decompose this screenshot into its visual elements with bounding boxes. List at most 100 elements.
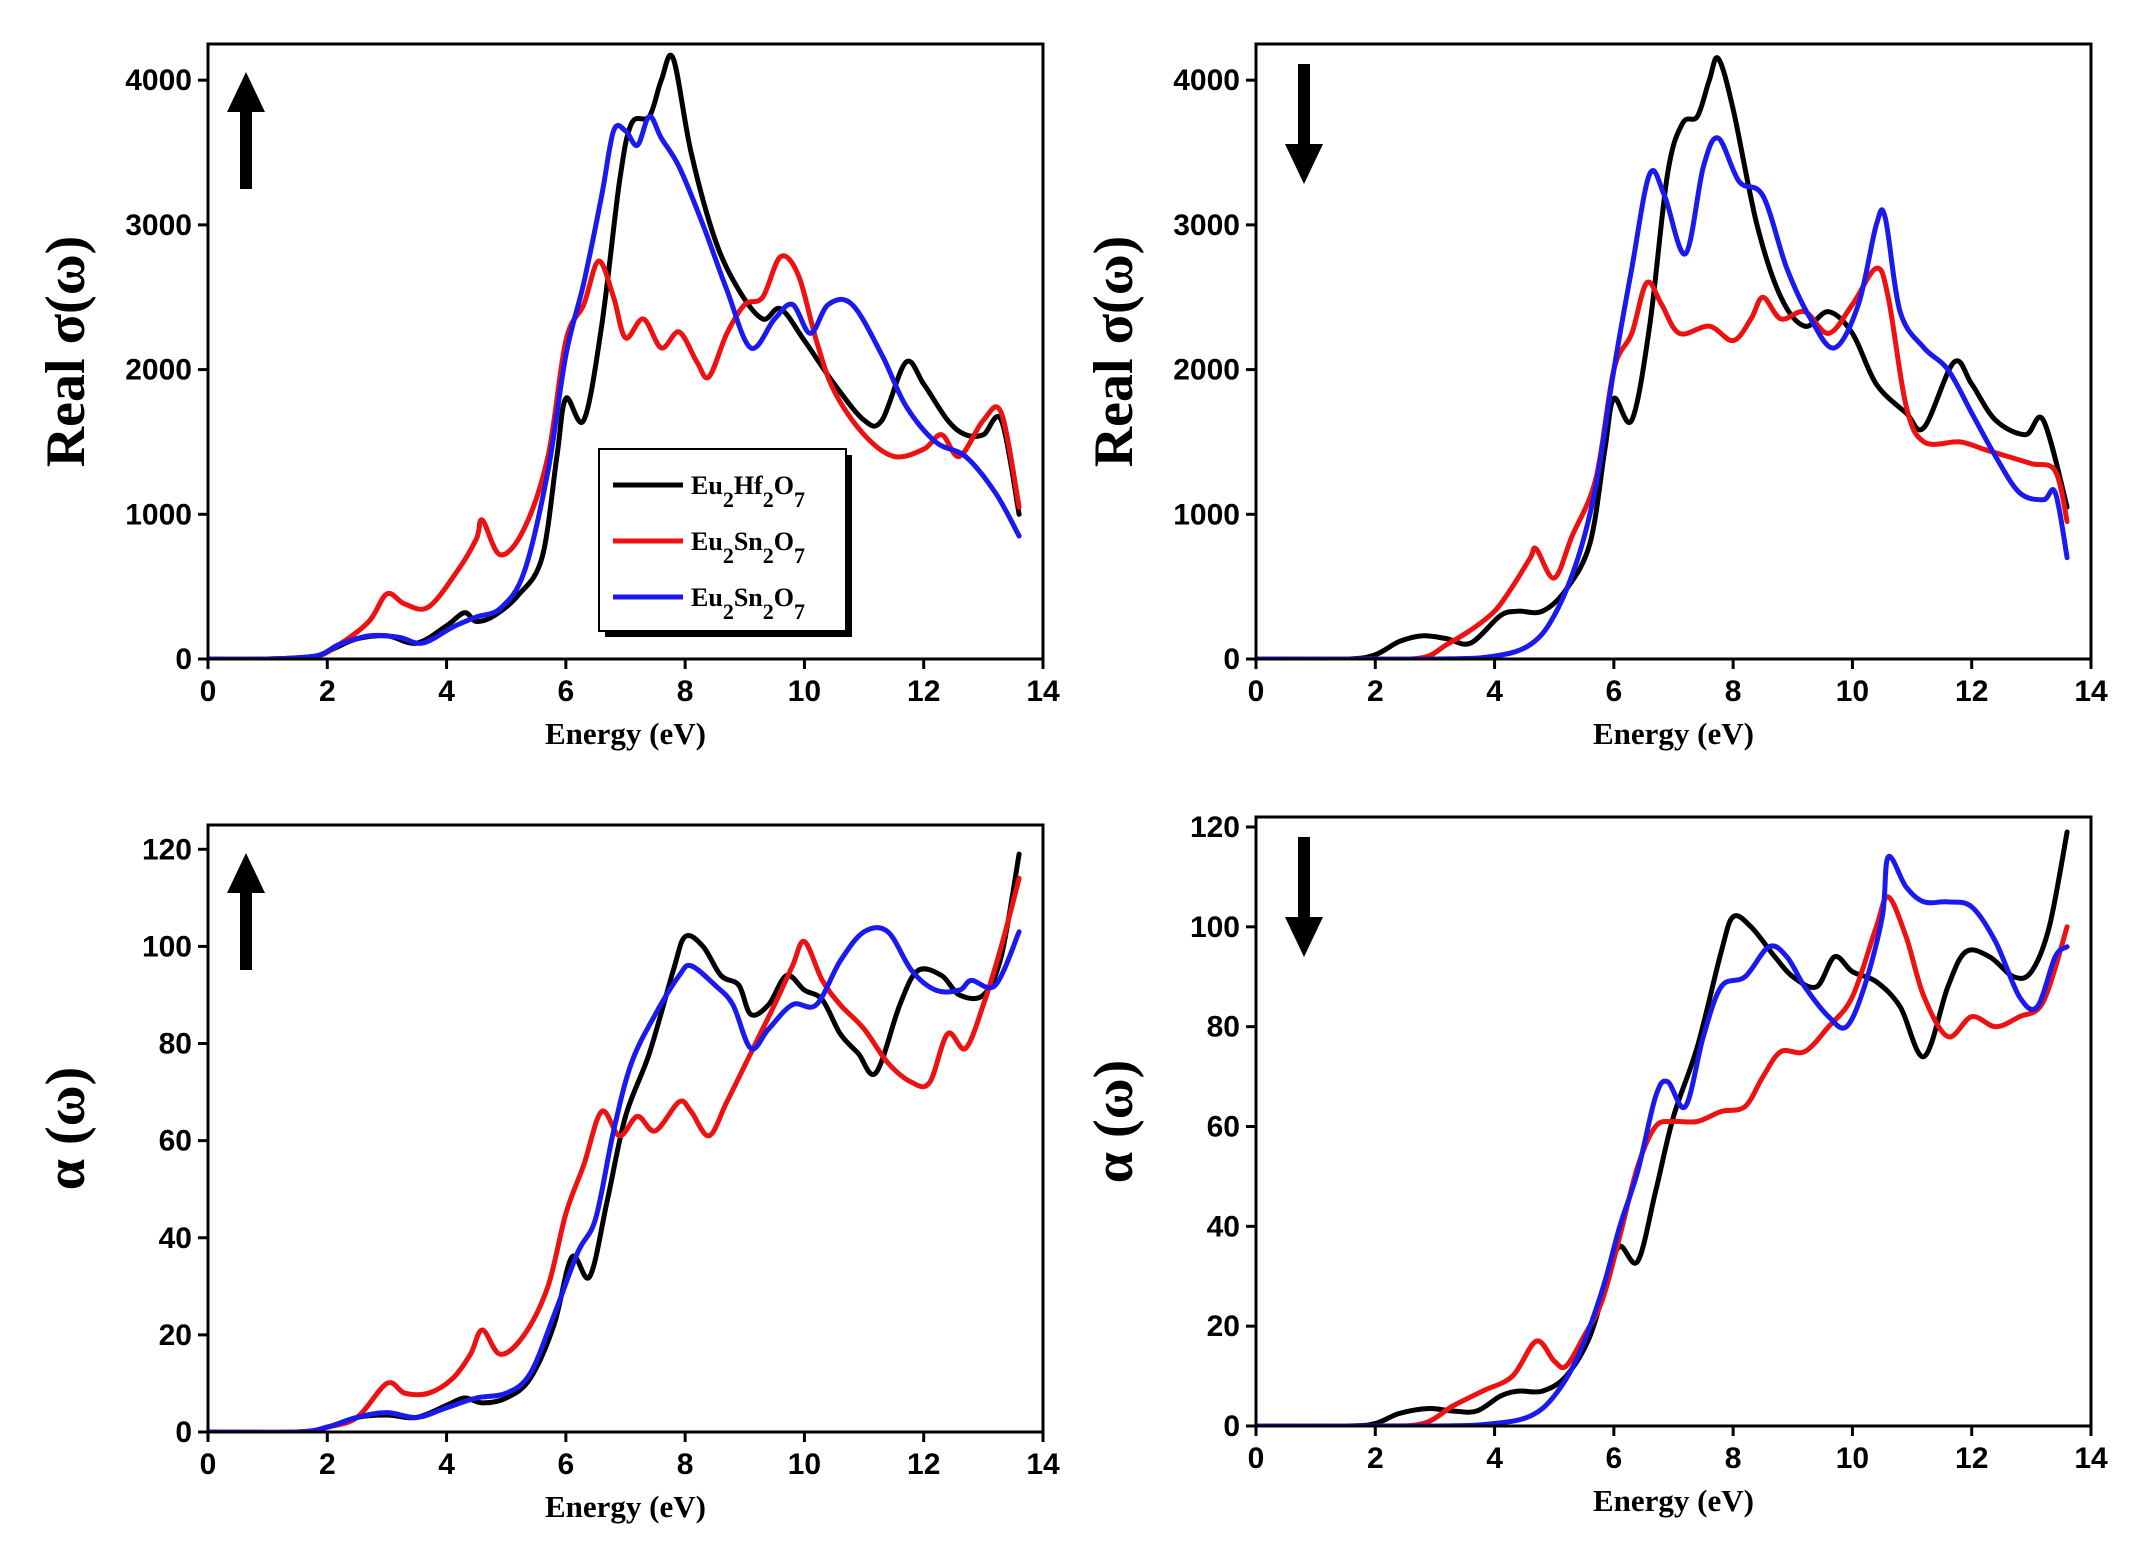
plot-frame — [206, 42, 1045, 661]
x-tick-label: 14 — [1026, 1448, 1060, 1481]
x-tick-label: 0 — [200, 675, 217, 708]
x-tick-label: 14 — [1026, 675, 1060, 708]
x-tick-label: 12 — [907, 675, 940, 708]
x-tick-label: 8 — [1725, 1442, 1742, 1475]
x-tick-label: 12 — [1955, 675, 1988, 708]
y-tick-label: 4000 — [125, 64, 192, 97]
y-tick-label: 3000 — [1173, 209, 1240, 242]
x-tick-label: 12 — [907, 1448, 940, 1481]
x-tick-label: 10 — [788, 675, 821, 708]
y-tick-label: 80 — [159, 1028, 192, 1061]
y-tick-label: 80 — [1207, 1011, 1240, 1044]
y-axis-label: Real σ(ω) — [35, 236, 97, 468]
y-tick-label: 0 — [1223, 643, 1240, 676]
spin-down-arrow-icon — [1285, 837, 1323, 957]
series-group — [1256, 829, 2070, 1426]
series-line-0 — [1256, 55, 2070, 659]
series-group — [1256, 55, 2070, 659]
legend-entry-label: Eu2Hf2O7 — [691, 471, 805, 512]
panel-alpha-spin-up: 0 2 4 6 8 10 12 14 0 20 40 60 80 100 120 Energy (eV) α (… — [0, 773, 1064, 1546]
x-tick-label: 4 — [438, 675, 455, 708]
y-tick-label: 0 — [175, 643, 192, 676]
x-axis-label: Energy (eV) — [1593, 1483, 1754, 1518]
x-tick-label: 8 — [677, 675, 694, 708]
series-group — [208, 52, 1022, 659]
x-tick-label: 4 — [1486, 675, 1503, 708]
chart-alpha-spin-up: 0 2 4 6 8 10 12 14 0 20 40 60 80 100 120 Energy (eV) α (… — [35, 823, 1060, 1524]
x-axis-label: Energy (eV) — [1593, 716, 1754, 751]
spin-down-arrow-icon — [1285, 64, 1323, 184]
y-tick-label: 20 — [159, 1319, 192, 1352]
y-tick-label: 120 — [142, 833, 192, 866]
x-tick-label: 4 — [1486, 1442, 1503, 1475]
series-line-0 — [1256, 829, 2070, 1426]
x-axis-label: Energy (eV) — [545, 716, 706, 751]
y-tick-label: 0 — [175, 1416, 192, 1449]
spin-up-arrow-icon — [227, 853, 265, 970]
y-tick-label: 0 — [1223, 1410, 1240, 1443]
y-tick-label: 40 — [1207, 1210, 1240, 1243]
series-group — [208, 851, 1022, 1432]
y-tick-label: 20 — [1207, 1310, 1240, 1343]
panel-real-sigma-spin-down: 0 2 4 6 8 10 12 14 0 1000 2000 3000 4000 Energy (eV) R… — [1064, 0, 2129, 773]
plot-frame — [1254, 815, 2093, 1428]
y-tick-label: 40 — [159, 1222, 192, 1255]
chart-alpha-spin-down: 0 2 4 6 8 10 12 14 0 20 40 60 80 100 120 Energy (eV) α (… — [1083, 811, 2108, 1518]
x-tick-label: 8 — [1725, 675, 1742, 708]
panel-alpha-spin-down: 0 2 4 6 8 10 12 14 0 20 40 60 80 100 120 Energy (eV) α (… — [1064, 773, 2129, 1546]
y-tick-label: 3000 — [125, 209, 192, 242]
y-tick-label: 1000 — [1173, 498, 1240, 531]
y-tick-label: 60 — [159, 1125, 192, 1158]
x-tick-label: 6 — [558, 1448, 575, 1481]
series-line-2 — [208, 113, 1022, 659]
y-tick-label: 2000 — [125, 354, 192, 387]
y-tick-label: 100 — [1190, 911, 1240, 944]
legend-entry-label: Eu2Sn2O7 — [691, 527, 805, 568]
legend-entry-label: Eu2Sn2O7 — [691, 583, 805, 624]
y-tick-label: 4000 — [1173, 64, 1240, 97]
series-line-1 — [1256, 894, 2070, 1426]
plot-frame — [206, 823, 1045, 1434]
y-axis-label: Real σ(ω) — [1083, 236, 1145, 468]
x-tick-label: 10 — [1836, 1442, 1869, 1475]
series-line-1 — [1256, 265, 2070, 659]
x-tick-label: 6 — [1606, 1442, 1623, 1475]
x-tick-label: 0 — [1248, 675, 1265, 708]
x-tick-label: 8 — [677, 1448, 694, 1481]
legend: Eu2Hf2O7 Eu2Sn2O7 Eu2Sn2O7 — [598, 448, 852, 637]
x-axis-label: Energy (eV) — [545, 1489, 706, 1524]
series-line-0 — [208, 52, 1022, 659]
y-tick-label: 1000 — [125, 498, 192, 531]
series-line-1 — [208, 253, 1022, 659]
y-tick-label: 120 — [1190, 811, 1240, 844]
spin-up-arrow-icon — [227, 72, 265, 189]
series-line-2 — [208, 925, 1022, 1432]
x-tick-label: 2 — [319, 1448, 336, 1481]
y-tick-label: 100 — [142, 930, 192, 963]
series-line-2 — [1256, 135, 2070, 659]
series-line-1 — [208, 875, 1022, 1432]
x-tick-label: 2 — [1367, 675, 1384, 708]
x-tick-label: 10 — [788, 1448, 821, 1481]
plot-frame — [1254, 42, 2093, 661]
series-line-2 — [1256, 853, 2070, 1426]
x-tick-label: 12 — [1955, 1442, 1988, 1475]
x-tick-label: 4 — [438, 1448, 455, 1481]
x-tick-label: 14 — [2074, 1442, 2108, 1475]
y-tick-label: 2000 — [1173, 354, 1240, 387]
x-tick-label: 6 — [1606, 675, 1623, 708]
x-tick-label: 14 — [2074, 675, 2108, 708]
x-tick-label: 2 — [1367, 1442, 1384, 1475]
x-tick-label: 0 — [200, 1448, 217, 1481]
y-axis-label: α (ω) — [1083, 1060, 1145, 1183]
x-tick-label: 10 — [1836, 675, 1869, 708]
chart-real-sigma-spin-down: 0 2 4 6 8 10 12 14 0 1000 2000 3000 4000 Energy (eV) R… — [1083, 42, 2108, 751]
y-tick-label: 60 — [1207, 1110, 1240, 1143]
y-axis-label: α (ω) — [35, 1067, 97, 1190]
x-tick-label: 0 — [1248, 1442, 1265, 1475]
chart-real-sigma-spin-up: 0 2 4 6 8 10 12 14 0 1000 2000 3000 4000 Energy (eV) R… — [35, 42, 1060, 751]
x-tick-label: 6 — [558, 675, 575, 708]
panel-real-sigma-spin-up: 0 2 4 6 8 10 12 14 0 1000 2000 3000 4000 Energy (eV) R… — [0, 0, 1064, 773]
x-tick-label: 2 — [319, 675, 336, 708]
